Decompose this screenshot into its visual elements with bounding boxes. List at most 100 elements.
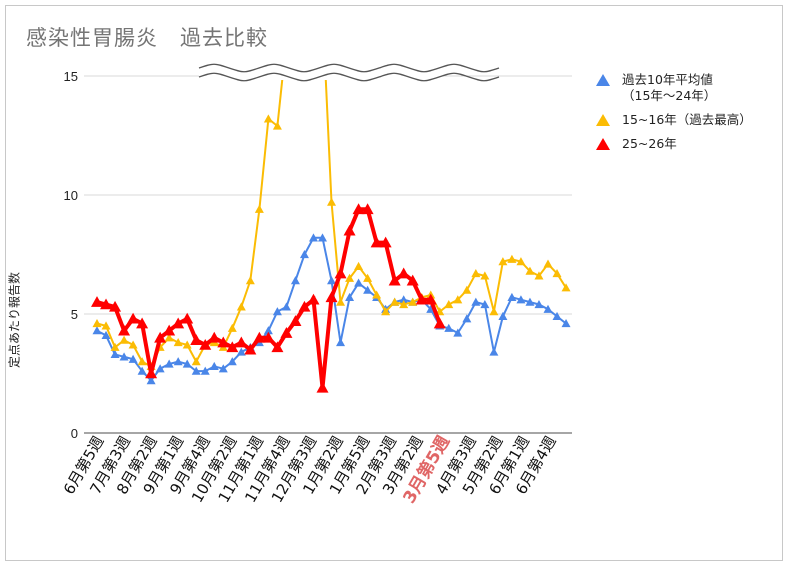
data-point-marker (262, 331, 275, 343)
data-point-marker (236, 347, 246, 356)
data-point-marker (173, 338, 183, 347)
data-point-marker (516, 295, 526, 304)
data-point-marker (471, 297, 481, 306)
data-point-marker (462, 314, 472, 323)
data-point-marker (298, 300, 311, 312)
data-point-marker (272, 307, 282, 316)
data-point-marker (327, 276, 337, 285)
data-point-marker (280, 327, 293, 338)
data-point-marker (372, 290, 382, 299)
data-point-marker (397, 267, 410, 279)
data-point-marker (128, 340, 138, 349)
data-point-marker (291, 12, 300, 20)
data-point-marker (271, 341, 284, 353)
data-point-marker (101, 330, 111, 340)
data-point-marker (361, 203, 374, 215)
data-point-marker (534, 299, 544, 309)
data-point-marker (318, 5, 327, 13)
data-point-marker (453, 328, 463, 337)
data-point-marker (92, 326, 102, 335)
data-point-marker (516, 257, 526, 266)
axis-break-line (198, 63, 500, 73)
data-point-marker (91, 296, 103, 307)
data-point-marker (498, 311, 508, 320)
data-point-marker (363, 285, 373, 294)
data-point-marker (561, 283, 571, 292)
data-point-marker (316, 381, 329, 393)
data-point-marker (433, 317, 446, 329)
data-point-marker (552, 269, 562, 278)
data-point-marker (543, 304, 553, 313)
data-point-marker (182, 340, 192, 349)
data-point-marker (343, 224, 356, 236)
data-point-marker (154, 331, 167, 343)
series-line (96, 207, 442, 389)
data-point-marker (119, 352, 129, 361)
data-point-marker (354, 261, 364, 270)
data-point-marker (381, 307, 391, 316)
data-point-marker (307, 293, 320, 305)
data-point-marker (181, 312, 194, 324)
data-point-marker (325, 291, 338, 303)
data-point-marker (128, 354, 138, 363)
data-point-marker (444, 323, 454, 332)
data-point-marker (525, 297, 535, 306)
data-point-marker (453, 295, 463, 304)
data-point-marker (263, 114, 273, 123)
data-point-marker (244, 343, 257, 355)
data-point-marker (208, 331, 221, 343)
data-point-marker (399, 299, 409, 309)
data-point-marker (182, 359, 192, 368)
data-point-marker (101, 321, 111, 330)
data-point-marker (318, 233, 327, 242)
data-point-marker (336, 338, 346, 347)
data-point-marker (155, 364, 165, 373)
data-point-marker (245, 276, 255, 285)
data-point-marker (289, 315, 302, 326)
data-point-marker (399, 295, 409, 304)
y-tick-label: 5 (71, 307, 78, 322)
legend-label: 25~26年 (622, 136, 677, 151)
data-point-marker (136, 317, 149, 329)
data-point-marker (110, 342, 120, 351)
data-point-marker (145, 367, 158, 379)
data-point-marker (444, 299, 454, 309)
data-point-marker (498, 257, 508, 266)
data-point-marker (308, 233, 318, 242)
data-point-marker (281, 302, 291, 311)
data-point-marker (424, 293, 437, 305)
data-point-marker (92, 319, 102, 328)
data-point-marker (127, 312, 140, 324)
data-point-marker (489, 347, 499, 356)
data-point-marker (191, 357, 201, 366)
data-point-marker (227, 323, 237, 332)
data-point-marker (119, 335, 129, 344)
data-point-marker (561, 319, 571, 328)
data-point-marker (388, 274, 401, 286)
y-tick-label: 0 (71, 426, 78, 441)
data-point-marker (200, 366, 210, 375)
data-point-marker (300, 0, 309, 3)
data-point-marker (253, 331, 266, 343)
data-point-marker (345, 292, 355, 301)
data-point-marker (334, 267, 347, 279)
data-point-marker (299, 250, 309, 259)
data-point-marker (471, 269, 481, 278)
data-point-marker (543, 259, 553, 268)
triangle-marker-icon (596, 74, 610, 86)
legend-item-avg: 過去10年平均値 （15年～24年） (596, 72, 752, 104)
data-point-marker (462, 285, 472, 294)
data-point-marker (190, 334, 203, 345)
data-point-marker (379, 236, 392, 248)
axis-break-line (198, 72, 500, 82)
data-point-marker (408, 297, 418, 306)
data-point-marker (173, 357, 183, 366)
data-point-marker (507, 292, 517, 301)
data-point-marker (164, 333, 174, 342)
data-point-marker (217, 336, 230, 348)
data-point-marker (480, 271, 490, 280)
data-point-marker (352, 203, 365, 215)
data-point-marker (137, 366, 147, 375)
data-point-marker (282, 36, 291, 44)
